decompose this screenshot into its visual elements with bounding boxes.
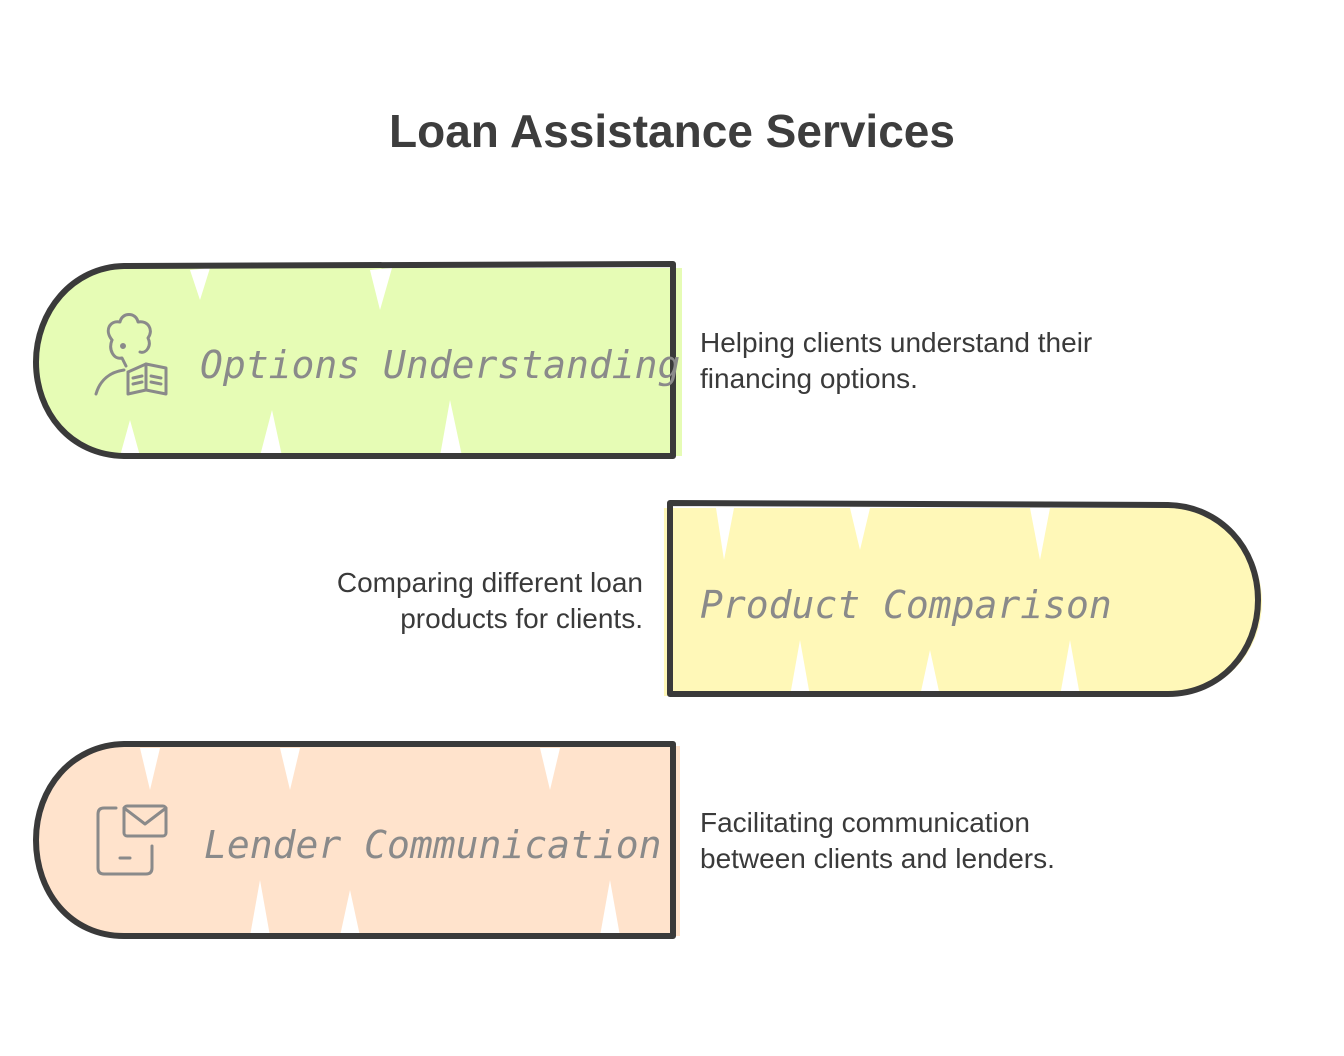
pill-fill: [33, 746, 680, 936]
pill-outline: [33, 261, 676, 459]
pill-fill-jag: [716, 508, 1080, 696]
reader-book-icon: [94, 313, 168, 396]
pill-label: Product Comparison: [700, 583, 1112, 627]
description-product-comparison: Comparing different loan products for cl…: [300, 565, 643, 637]
description-line: Helping clients understand their: [700, 327, 1093, 358]
pill-fill: [33, 268, 682, 456]
pill-outline: [667, 500, 1261, 697]
description-lender-communication: Facilitating communication between clien…: [700, 805, 1055, 877]
pill-options-understanding: Options Understanding: [33, 261, 682, 459]
page-title: Loan Assistance Services: [389, 105, 955, 157]
description-line: Comparing different loan: [336, 567, 643, 598]
pill-product-comparison: Product Comparison: [664, 500, 1262, 697]
description-line: between clients and lenders.: [700, 843, 1055, 874]
mobile-mail-icon: [96, 804, 168, 876]
description-line: financing options.: [700, 363, 918, 394]
pill-fill-jag: [140, 748, 620, 936]
description-line: Facilitating communication: [700, 807, 1030, 838]
pill-lender-communication: Lender Communication: [33, 741, 680, 939]
pill-label: Options Understanding: [200, 343, 680, 387]
pill-outline: [33, 741, 676, 939]
pill-fill: [664, 508, 1262, 696]
description-line: products for clients.: [400, 603, 643, 634]
pill-label: Lender Communication: [204, 823, 662, 867]
description-options-understanding: Helping clients understand their financi…: [700, 325, 1092, 397]
